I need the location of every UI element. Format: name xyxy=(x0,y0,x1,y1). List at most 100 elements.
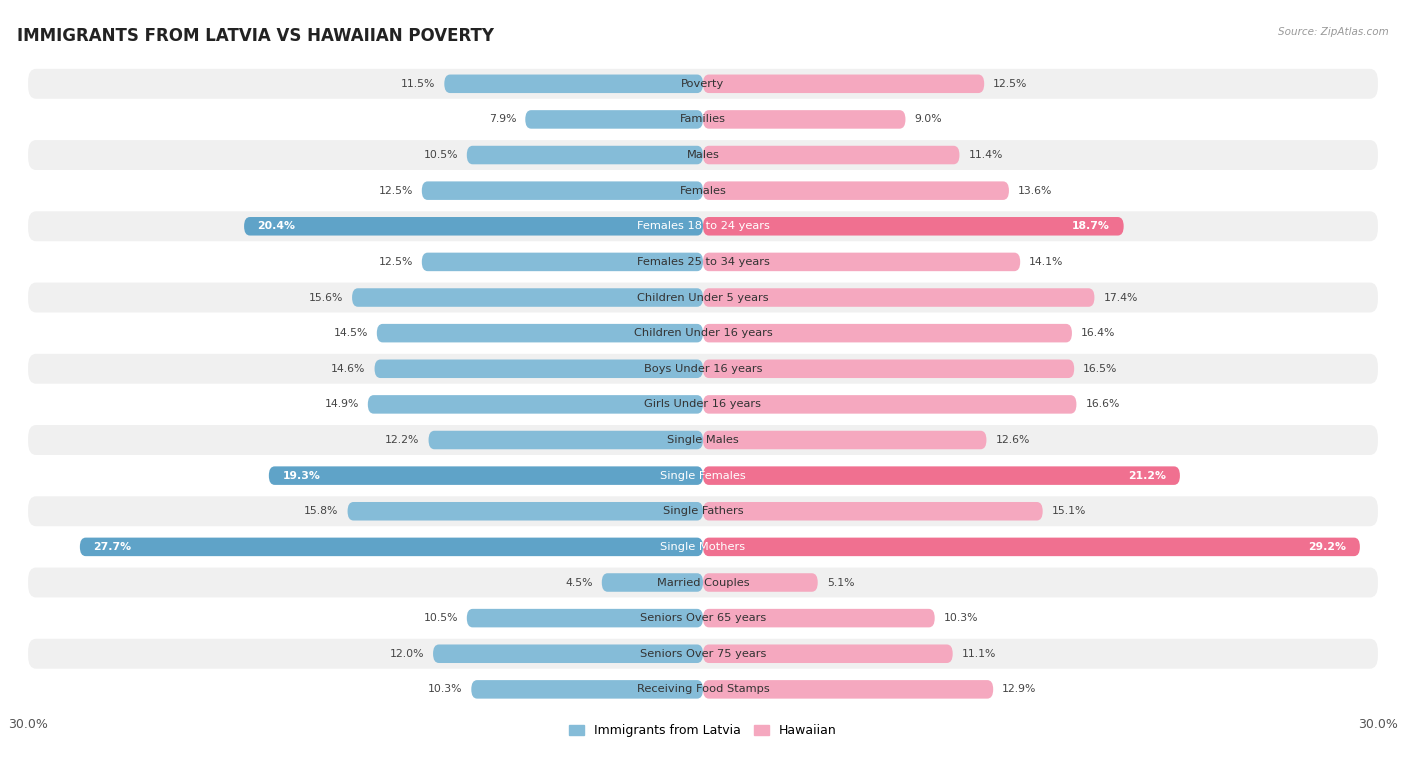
FancyBboxPatch shape xyxy=(703,537,1360,556)
Text: 11.4%: 11.4% xyxy=(969,150,1002,160)
Text: Seniors Over 65 years: Seniors Over 65 years xyxy=(640,613,766,623)
Legend: Immigrants from Latvia, Hawaiian: Immigrants from Latvia, Hawaiian xyxy=(564,719,842,742)
Text: Single Males: Single Males xyxy=(666,435,740,445)
FancyBboxPatch shape xyxy=(703,680,993,699)
Text: 10.5%: 10.5% xyxy=(423,150,458,160)
FancyBboxPatch shape xyxy=(80,537,703,556)
FancyBboxPatch shape xyxy=(368,395,703,414)
FancyBboxPatch shape xyxy=(28,176,1378,205)
FancyBboxPatch shape xyxy=(28,318,1378,348)
Text: 21.2%: 21.2% xyxy=(1129,471,1167,481)
Text: Females 25 to 34 years: Females 25 to 34 years xyxy=(637,257,769,267)
Text: IMMIGRANTS FROM LATVIA VS HAWAIIAN POVERTY: IMMIGRANTS FROM LATVIA VS HAWAIIAN POVER… xyxy=(17,27,494,45)
FancyBboxPatch shape xyxy=(703,609,935,628)
Text: 19.3%: 19.3% xyxy=(283,471,321,481)
FancyBboxPatch shape xyxy=(28,603,1378,633)
FancyBboxPatch shape xyxy=(28,247,1378,277)
FancyBboxPatch shape xyxy=(703,431,987,449)
FancyBboxPatch shape xyxy=(526,110,703,129)
FancyBboxPatch shape xyxy=(703,466,1180,485)
FancyBboxPatch shape xyxy=(703,324,1071,343)
Text: 16.6%: 16.6% xyxy=(1085,399,1119,409)
Text: 12.6%: 12.6% xyxy=(995,435,1029,445)
Text: Poverty: Poverty xyxy=(682,79,724,89)
FancyBboxPatch shape xyxy=(374,359,703,378)
FancyBboxPatch shape xyxy=(703,110,905,129)
Text: Females 18 to 24 years: Females 18 to 24 years xyxy=(637,221,769,231)
Text: 10.3%: 10.3% xyxy=(427,684,463,694)
Text: 12.2%: 12.2% xyxy=(385,435,419,445)
FancyBboxPatch shape xyxy=(703,288,1094,307)
Text: 15.8%: 15.8% xyxy=(304,506,339,516)
Text: 12.5%: 12.5% xyxy=(378,186,413,196)
FancyBboxPatch shape xyxy=(703,217,1123,236)
Text: Seniors Over 75 years: Seniors Over 75 years xyxy=(640,649,766,659)
FancyBboxPatch shape xyxy=(467,609,703,628)
Text: 14.6%: 14.6% xyxy=(332,364,366,374)
Text: 15.6%: 15.6% xyxy=(309,293,343,302)
Text: 20.4%: 20.4% xyxy=(257,221,295,231)
FancyBboxPatch shape xyxy=(28,425,1378,455)
FancyBboxPatch shape xyxy=(28,283,1378,312)
FancyBboxPatch shape xyxy=(28,461,1378,490)
FancyBboxPatch shape xyxy=(28,675,1378,704)
FancyBboxPatch shape xyxy=(703,74,984,93)
Text: 4.5%: 4.5% xyxy=(565,578,593,587)
Text: 5.1%: 5.1% xyxy=(827,578,855,587)
Text: Girls Under 16 years: Girls Under 16 years xyxy=(644,399,762,409)
FancyBboxPatch shape xyxy=(444,74,703,93)
FancyBboxPatch shape xyxy=(269,466,703,485)
FancyBboxPatch shape xyxy=(703,146,959,164)
FancyBboxPatch shape xyxy=(28,496,1378,526)
Text: 17.4%: 17.4% xyxy=(1104,293,1137,302)
FancyBboxPatch shape xyxy=(703,252,1021,271)
FancyBboxPatch shape xyxy=(703,181,1010,200)
FancyBboxPatch shape xyxy=(429,431,703,449)
Text: Married Couples: Married Couples xyxy=(657,578,749,587)
FancyBboxPatch shape xyxy=(471,680,703,699)
Text: Boys Under 16 years: Boys Under 16 years xyxy=(644,364,762,374)
Text: 14.1%: 14.1% xyxy=(1029,257,1063,267)
Text: Children Under 5 years: Children Under 5 years xyxy=(637,293,769,302)
FancyBboxPatch shape xyxy=(28,354,1378,384)
FancyBboxPatch shape xyxy=(28,140,1378,170)
Text: Single Mothers: Single Mothers xyxy=(661,542,745,552)
FancyBboxPatch shape xyxy=(602,573,703,592)
FancyBboxPatch shape xyxy=(703,644,953,663)
FancyBboxPatch shape xyxy=(28,105,1378,134)
FancyBboxPatch shape xyxy=(245,217,703,236)
Text: 13.6%: 13.6% xyxy=(1018,186,1052,196)
Text: 14.9%: 14.9% xyxy=(325,399,359,409)
Text: Females: Females xyxy=(679,186,727,196)
Text: Receiving Food Stamps: Receiving Food Stamps xyxy=(637,684,769,694)
Text: Source: ZipAtlas.com: Source: ZipAtlas.com xyxy=(1278,27,1389,36)
Text: 10.3%: 10.3% xyxy=(943,613,979,623)
FancyBboxPatch shape xyxy=(28,211,1378,241)
FancyBboxPatch shape xyxy=(703,359,1074,378)
Text: 11.5%: 11.5% xyxy=(401,79,436,89)
FancyBboxPatch shape xyxy=(28,639,1378,669)
FancyBboxPatch shape xyxy=(703,502,1043,521)
Text: 27.7%: 27.7% xyxy=(93,542,132,552)
Text: 12.9%: 12.9% xyxy=(1002,684,1036,694)
FancyBboxPatch shape xyxy=(467,146,703,164)
Text: 18.7%: 18.7% xyxy=(1073,221,1111,231)
Text: 12.0%: 12.0% xyxy=(389,649,425,659)
FancyBboxPatch shape xyxy=(422,181,703,200)
FancyBboxPatch shape xyxy=(703,395,1077,414)
Text: Families: Families xyxy=(681,114,725,124)
FancyBboxPatch shape xyxy=(703,573,818,592)
FancyBboxPatch shape xyxy=(28,390,1378,419)
Text: 7.9%: 7.9% xyxy=(489,114,516,124)
Text: 29.2%: 29.2% xyxy=(1309,542,1347,552)
Text: 12.5%: 12.5% xyxy=(378,257,413,267)
Text: Single Fathers: Single Fathers xyxy=(662,506,744,516)
Text: 16.4%: 16.4% xyxy=(1081,328,1115,338)
Text: 15.1%: 15.1% xyxy=(1052,506,1085,516)
FancyBboxPatch shape xyxy=(352,288,703,307)
FancyBboxPatch shape xyxy=(28,532,1378,562)
Text: 14.5%: 14.5% xyxy=(333,328,368,338)
Text: Children Under 16 years: Children Under 16 years xyxy=(634,328,772,338)
Text: 9.0%: 9.0% xyxy=(914,114,942,124)
Text: 12.5%: 12.5% xyxy=(993,79,1028,89)
